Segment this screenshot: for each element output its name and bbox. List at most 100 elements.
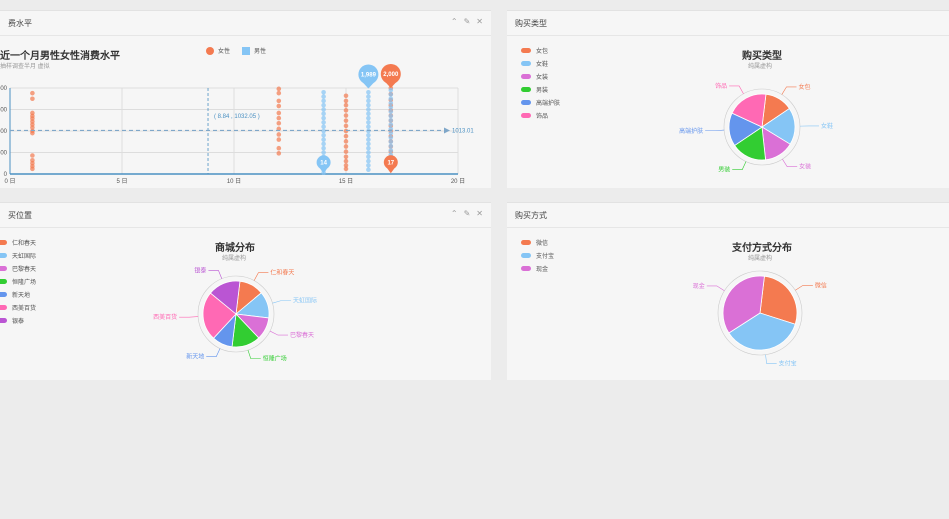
chart-title: 支付方式分布 [732,243,792,254]
scatter-point [388,130,394,136]
scatter-point [343,139,349,144]
scatter-point [366,167,371,172]
legend-swatch [0,292,7,297]
location-panel: 买位置 ⌃ ✎ ✕ 仁和春天 天虹国际 巴黎春天 恒隆广场 新天地 西美百货 银泰 商城分布… [0,202,491,380]
pie-slice[interactable] [722,275,765,334]
pie-outer-label: 巴黎春天 [290,331,314,339]
y-tick-label: 0 [4,172,8,178]
scatter-point [366,120,371,125]
scatter-point [343,98,349,104]
purchase-type-legend: 女包女鞋女装 男装 高端护肤 饰品 [521,44,560,122]
legend-item[interactable]: 银泰 [0,314,36,327]
legend-item[interactable]: 饰品 [521,109,560,122]
legend-item[interactable]: 支付宝 [521,249,554,262]
scatter-point [388,117,394,123]
legend-label: 女鞋 [536,62,549,68]
legend-label: 微信 [536,241,549,247]
legend-item[interactable]: 高端护肤 [521,96,560,109]
wrench-icon[interactable]: ✎ [463,17,471,26]
close-icon[interactable]: ✕ [476,17,483,26]
legend-label: 天虹国际 [12,254,37,260]
scatter-point [343,158,349,164]
legend-label: 巴黎春天 [12,267,37,273]
scatter-point [366,115,371,121]
legend-item[interactable]: 新天地 [0,288,36,301]
scatter-point [343,133,349,139]
chevron-up-icon[interactable]: ⌃ [450,17,458,26]
scatter-point [321,141,326,147]
scatter-point [343,163,349,168]
legend-item[interactable]: 恒隆广场 [0,275,36,288]
legend-marker-female [206,46,214,55]
legend-item[interactable]: 现金 [521,262,554,275]
panel-tools: ⌃ ✎ ✕ [451,17,483,27]
mark-line-arrow [444,127,450,134]
panel-header: 购买方式 [507,203,949,228]
scatter-point [388,96,394,102]
scatter-point [388,148,394,153]
legend-item[interactable]: 微信 [521,236,554,249]
legend-item[interactable]: 女包 [521,44,560,57]
x-tick-label: 0 日 [4,178,15,185]
panel-title: 购买类型 [515,19,547,28]
scatter-point [276,110,282,116]
pie-slice[interactable] [202,292,237,339]
mark-pin-tail [319,167,328,174]
legend-item[interactable]: 巴黎春天 [0,262,36,275]
legend-item[interactable]: 仁和春天 [0,236,36,249]
pie-slice[interactable] [759,275,798,325]
legend-item[interactable]: 女鞋 [521,57,560,70]
legend-label: 西美百货 [12,306,37,312]
legend-item[interactable]: 天虹国际 [0,249,36,262]
scatter-point [276,145,282,151]
pie-slice[interactable] [728,312,796,351]
legend-item[interactable]: 女装 [521,70,560,83]
legend-label: 新天地 [12,293,31,299]
scatter-point [388,100,394,106]
legend-label: 现金 [536,267,549,273]
pie-outer-label: 女包 [799,83,811,91]
scatter-point [276,120,282,126]
scatter-point [321,98,326,104]
legend-item[interactable]: 西美百货 [0,301,36,314]
scatter-point [321,111,326,117]
pie-label-line [781,86,797,95]
payment-panel: 购买方式 微信 支付宝 现金 支付方式分布 纯属虚构 微信 支付宝 现金 [507,202,949,380]
scatter-point [388,92,394,97]
crosshair-label: ( 8.84 , 1032.05 ) [214,114,260,120]
scatter-point [388,139,394,145]
mark-line-label: 1013.01 [452,128,474,134]
legend-item-male[interactable]: 男性 [242,46,266,55]
legend-item-female[interactable]: 女性 [206,46,230,55]
chart-subtitle: 纯属虚构 [748,64,773,70]
scatter-point [321,107,326,112]
legend-swatch [521,240,531,245]
chevron-up-icon[interactable]: ⌃ [450,209,458,218]
pie-label-line [729,85,744,94]
legend-item[interactable]: 男装 [521,83,560,96]
scatter-point [321,90,326,95]
scatter-point [388,143,394,149]
scatter-chart[interactable]: 0 500 1000 1500 2000 0 日 5 日 10 日 15 日 20 日 ( 8.84… [0,36,491,188]
close-icon[interactable]: ✕ [476,209,483,218]
pie-outer-ring [197,275,275,353]
pie-slice[interactable] [731,93,767,128]
pie-outer-ring [717,270,803,356]
scatter-point [276,151,282,156]
legend-label-male: 男性 [254,49,267,55]
x-tick-label: 10 日 [227,178,241,185]
scatter-point [366,145,371,151]
scatter-point [343,166,349,172]
scatter-point [343,123,349,129]
legend-swatch [521,61,531,66]
wrench-icon[interactable]: ✎ [463,209,471,218]
x-tick-label: 5 日 [116,178,127,185]
scatter-point [366,98,371,104]
chart-title: 近一个月男性女性消费水平 [0,51,120,62]
pie-outer-label: 支付宝 [779,360,797,368]
pie-slice[interactable] [209,280,241,315]
scatter-point [343,154,349,160]
